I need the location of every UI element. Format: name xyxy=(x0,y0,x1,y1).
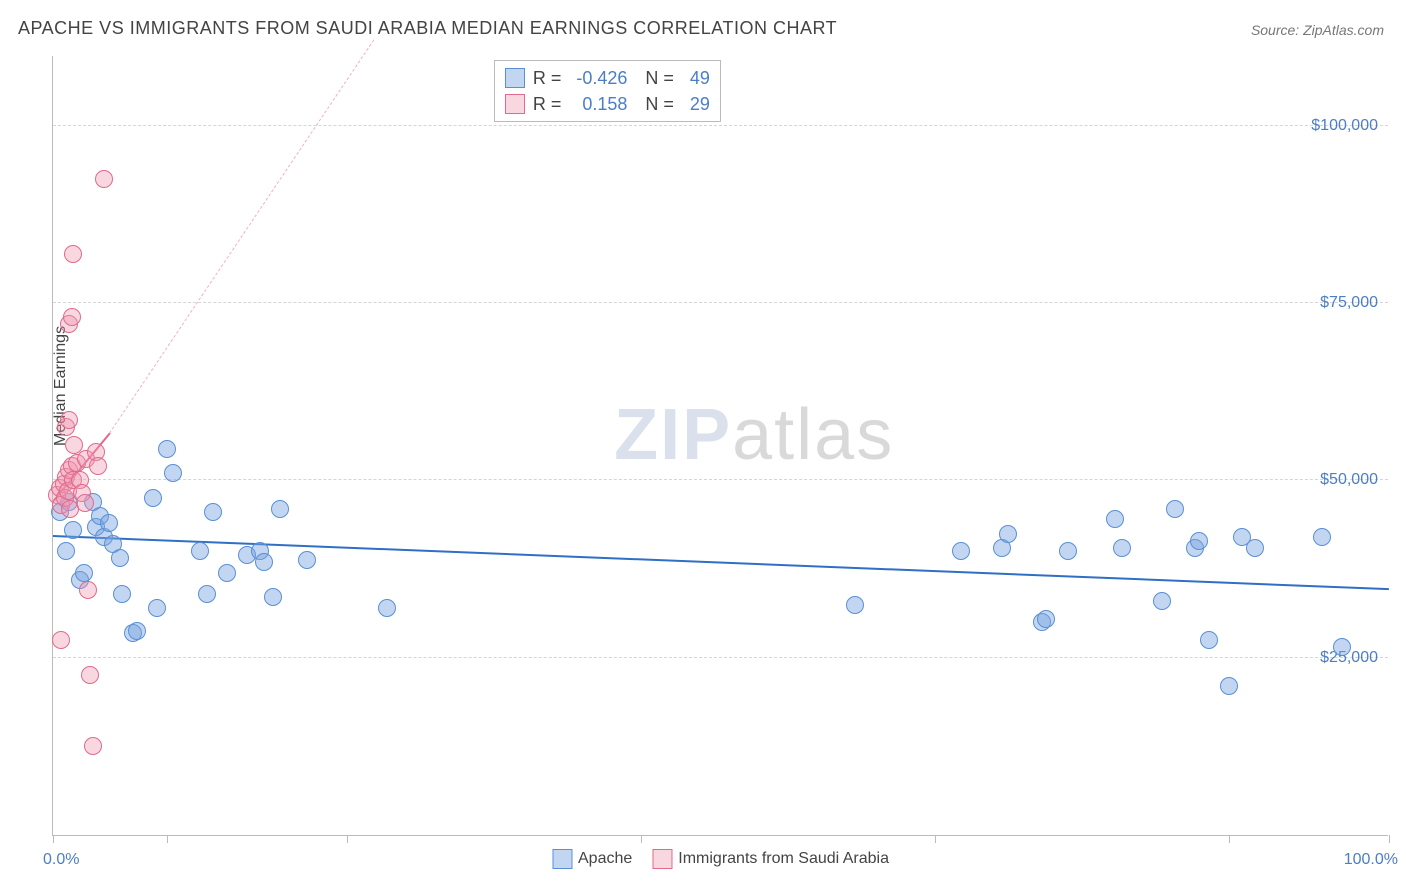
legend-swatch xyxy=(552,849,572,869)
data-point xyxy=(846,596,864,614)
x-tick xyxy=(167,835,168,843)
data-point xyxy=(255,553,273,571)
data-point xyxy=(1166,500,1184,518)
data-point xyxy=(75,564,93,582)
data-point xyxy=(218,564,236,582)
data-point xyxy=(79,581,97,599)
legend-text: R =-0.426N =49 xyxy=(533,68,710,89)
data-point xyxy=(1200,631,1218,649)
legend-swatch xyxy=(652,849,672,869)
data-point xyxy=(128,622,146,640)
x-tick xyxy=(347,835,348,843)
data-point xyxy=(1153,592,1171,610)
legend-label: Apache xyxy=(578,850,632,867)
data-point xyxy=(1106,510,1124,528)
data-point xyxy=(191,542,209,560)
data-point xyxy=(52,631,70,649)
y-tick-label: $100,000 xyxy=(1311,117,1378,135)
legend-row: R =0.158N =29 xyxy=(505,91,710,117)
x-tick xyxy=(641,835,642,843)
data-point xyxy=(57,542,75,560)
x-axis-max-label: 100.0% xyxy=(1344,851,1398,869)
legend-swatch xyxy=(505,68,525,88)
watermark: ZIPatlas xyxy=(614,394,894,476)
watermark-part1: ZIP xyxy=(614,395,732,475)
series-legend: Apache Immigrants from Saudi Arabia xyxy=(552,849,889,869)
data-point xyxy=(64,245,82,263)
data-point xyxy=(144,489,162,507)
data-point xyxy=(952,542,970,560)
data-point xyxy=(1333,638,1351,656)
gridline xyxy=(53,125,1388,126)
x-tick xyxy=(1389,835,1390,843)
data-point xyxy=(1220,677,1238,695)
gridline xyxy=(53,657,1388,658)
data-point xyxy=(1313,528,1331,546)
data-point xyxy=(1059,542,1077,560)
trend-line xyxy=(109,40,374,434)
data-point xyxy=(113,585,131,603)
plot-area: Median Earnings ZIPatlas R =-0.426N =49R… xyxy=(52,56,1388,836)
correlation-legend: R =-0.426N =49 R =0.158N =29 xyxy=(494,60,721,122)
data-point xyxy=(198,585,216,603)
data-point xyxy=(76,494,94,512)
data-point xyxy=(89,457,107,475)
x-axis-min-label: 0.0% xyxy=(43,851,79,869)
gridline xyxy=(53,302,1388,303)
legend-item: Apache xyxy=(552,849,632,869)
data-point xyxy=(1113,539,1131,557)
data-point xyxy=(298,551,316,569)
data-point xyxy=(63,308,81,326)
y-tick-label: $50,000 xyxy=(1320,471,1378,489)
data-point xyxy=(95,170,113,188)
data-point xyxy=(1190,532,1208,550)
y-tick-label: $75,000 xyxy=(1320,294,1378,312)
data-point xyxy=(60,411,78,429)
data-point xyxy=(378,599,396,617)
chart-title: APACHE VS IMMIGRANTS FROM SAUDI ARABIA M… xyxy=(18,18,837,39)
data-point xyxy=(999,525,1017,543)
data-point xyxy=(64,521,82,539)
data-point xyxy=(164,464,182,482)
x-tick xyxy=(53,835,54,843)
x-tick xyxy=(1229,835,1230,843)
data-point xyxy=(100,514,118,532)
x-tick xyxy=(935,835,936,843)
legend-label: Immigrants from Saudi Arabia xyxy=(678,850,889,867)
data-point xyxy=(204,503,222,521)
gridline xyxy=(53,479,1388,480)
data-point xyxy=(1037,610,1055,628)
legend-text: R =0.158N =29 xyxy=(533,94,710,115)
data-point xyxy=(148,599,166,617)
legend-swatch xyxy=(505,94,525,114)
legend-item: Immigrants from Saudi Arabia xyxy=(652,849,889,869)
legend-row: R =-0.426N =49 xyxy=(505,65,710,91)
source-attribution: Source: ZipAtlas.com xyxy=(1251,22,1384,38)
data-point xyxy=(271,500,289,518)
data-point xyxy=(1246,539,1264,557)
data-point xyxy=(158,440,176,458)
data-point xyxy=(264,588,282,606)
data-point xyxy=(81,666,99,684)
data-point xyxy=(111,549,129,567)
data-point xyxy=(84,737,102,755)
watermark-part2: atlas xyxy=(732,395,894,475)
